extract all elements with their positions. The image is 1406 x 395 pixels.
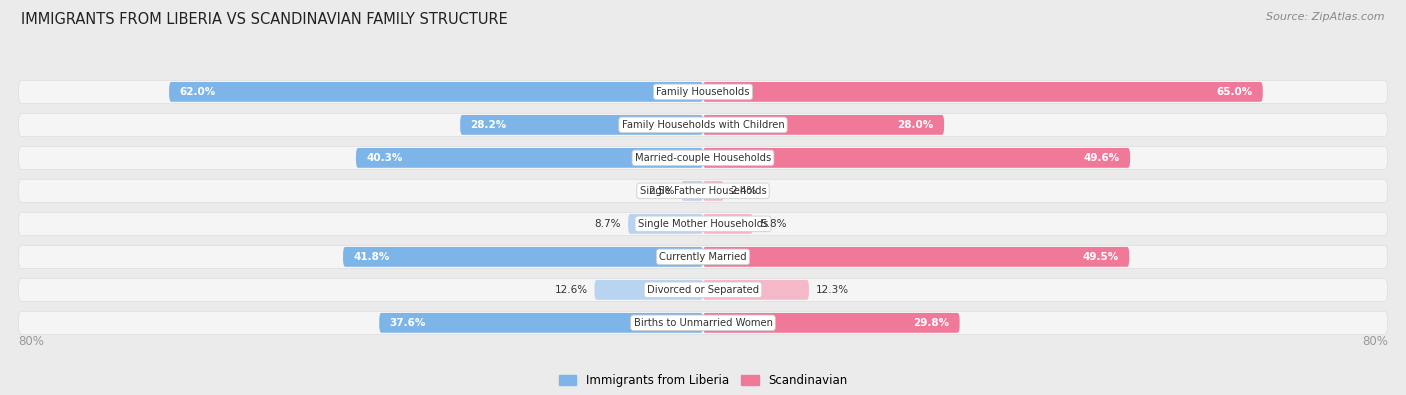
Text: 80%: 80% bbox=[1362, 335, 1388, 348]
FancyBboxPatch shape bbox=[703, 148, 1130, 168]
Text: 49.5%: 49.5% bbox=[1083, 252, 1119, 262]
FancyBboxPatch shape bbox=[18, 245, 1388, 269]
FancyBboxPatch shape bbox=[18, 146, 1388, 169]
Text: 5.8%: 5.8% bbox=[759, 219, 786, 229]
Text: Single Father Households: Single Father Households bbox=[640, 186, 766, 196]
Text: 28.2%: 28.2% bbox=[471, 120, 506, 130]
Text: IMMIGRANTS FROM LIBERIA VS SCANDINAVIAN FAMILY STRUCTURE: IMMIGRANTS FROM LIBERIA VS SCANDINAVIAN … bbox=[21, 12, 508, 27]
Legend: Immigrants from Liberia, Scandinavian: Immigrants from Liberia, Scandinavian bbox=[554, 370, 852, 392]
FancyBboxPatch shape bbox=[18, 179, 1388, 202]
Text: 29.8%: 29.8% bbox=[912, 318, 949, 328]
FancyBboxPatch shape bbox=[18, 311, 1388, 335]
Text: Currently Married: Currently Married bbox=[659, 252, 747, 262]
FancyBboxPatch shape bbox=[343, 247, 703, 267]
FancyBboxPatch shape bbox=[18, 80, 1388, 103]
Text: 65.0%: 65.0% bbox=[1216, 87, 1253, 97]
Text: Family Households with Children: Family Households with Children bbox=[621, 120, 785, 130]
FancyBboxPatch shape bbox=[703, 181, 724, 201]
FancyBboxPatch shape bbox=[18, 213, 1388, 235]
Text: Married-couple Households: Married-couple Households bbox=[636, 153, 770, 163]
Text: 80%: 80% bbox=[18, 335, 44, 348]
Text: 28.0%: 28.0% bbox=[897, 120, 934, 130]
Text: 12.6%: 12.6% bbox=[554, 285, 588, 295]
Text: Single Mother Households: Single Mother Households bbox=[638, 219, 768, 229]
Text: 62.0%: 62.0% bbox=[180, 87, 215, 97]
FancyBboxPatch shape bbox=[380, 313, 703, 333]
FancyBboxPatch shape bbox=[18, 278, 1388, 301]
FancyBboxPatch shape bbox=[18, 113, 1388, 136]
FancyBboxPatch shape bbox=[703, 214, 754, 234]
FancyBboxPatch shape bbox=[169, 82, 703, 102]
FancyBboxPatch shape bbox=[703, 313, 960, 333]
FancyBboxPatch shape bbox=[682, 181, 703, 201]
Text: 49.6%: 49.6% bbox=[1084, 153, 1119, 163]
Text: Births to Unmarried Women: Births to Unmarried Women bbox=[634, 318, 772, 328]
FancyBboxPatch shape bbox=[356, 148, 703, 168]
Text: 12.3%: 12.3% bbox=[815, 285, 849, 295]
Text: 2.5%: 2.5% bbox=[648, 186, 675, 196]
FancyBboxPatch shape bbox=[628, 214, 703, 234]
FancyBboxPatch shape bbox=[703, 280, 808, 300]
Text: 40.3%: 40.3% bbox=[367, 153, 402, 163]
FancyBboxPatch shape bbox=[460, 115, 703, 135]
Text: 41.8%: 41.8% bbox=[353, 252, 389, 262]
Text: 2.4%: 2.4% bbox=[731, 186, 756, 196]
Text: Divorced or Separated: Divorced or Separated bbox=[647, 285, 759, 295]
Text: 37.6%: 37.6% bbox=[389, 318, 426, 328]
FancyBboxPatch shape bbox=[703, 115, 945, 135]
FancyBboxPatch shape bbox=[703, 247, 1129, 267]
Text: Source: ZipAtlas.com: Source: ZipAtlas.com bbox=[1267, 12, 1385, 22]
Text: 8.7%: 8.7% bbox=[595, 219, 621, 229]
Text: Family Households: Family Households bbox=[657, 87, 749, 97]
FancyBboxPatch shape bbox=[703, 82, 1263, 102]
FancyBboxPatch shape bbox=[595, 280, 703, 300]
